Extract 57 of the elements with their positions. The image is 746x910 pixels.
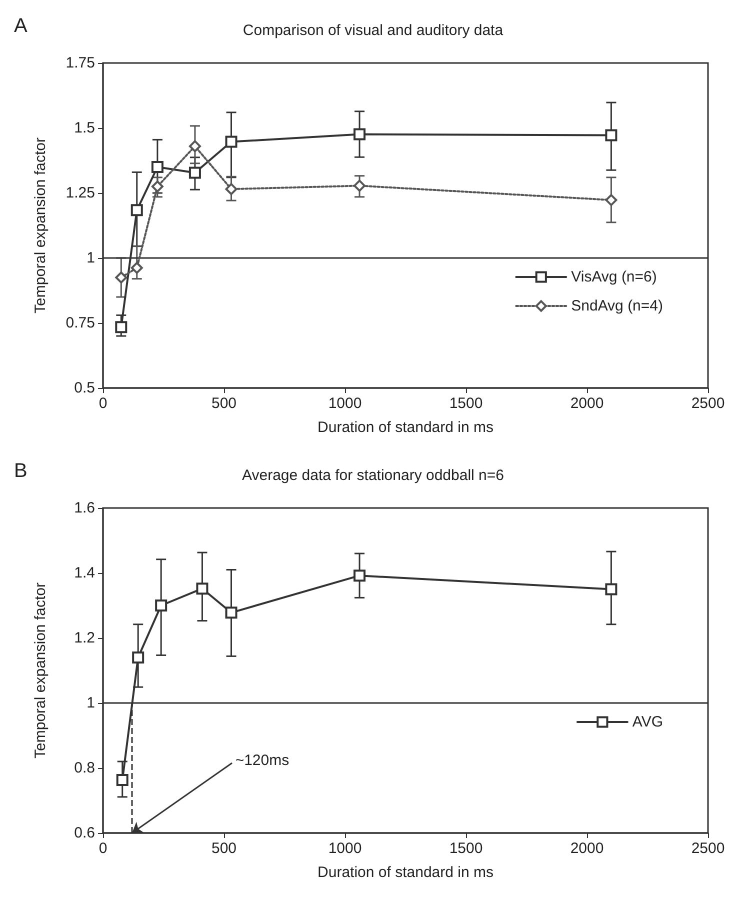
x-tick-label: 2500 <box>691 840 725 857</box>
x-tick-label: 2500 <box>691 395 725 412</box>
x-tick-label: 0 <box>98 840 108 857</box>
annotation: ~120ms <box>235 752 290 770</box>
legend-label: AVG <box>632 714 664 730</box>
point <box>155 600 168 612</box>
point <box>116 774 128 786</box>
point <box>130 204 143 216</box>
y-tick-label: 0.5 <box>74 380 95 396</box>
y-tick-label: 1.5 <box>74 120 95 136</box>
y-tick-label: 0.75 <box>66 314 95 332</box>
chart-title: Average data for stationary oddball n=6 <box>242 467 504 484</box>
y-axis-title: Temporal expansion factor <box>32 582 49 758</box>
y-tick-label: 1.6 <box>74 500 95 516</box>
x-tick-label: 500 <box>211 395 237 412</box>
x-tick-label: 500 <box>211 840 237 857</box>
point <box>225 136 238 148</box>
y-tick-label: 1 <box>86 694 95 712</box>
y-tick-label: 1 <box>86 250 95 266</box>
legend-label: SndAvg (n=4) <box>571 298 664 314</box>
point <box>196 582 208 595</box>
point <box>225 183 238 196</box>
point <box>354 180 366 192</box>
point <box>132 652 144 664</box>
point <box>188 140 201 152</box>
x-tick-label: 1000 <box>328 395 362 412</box>
x-tick-label: 1000 <box>328 840 362 857</box>
x-tick-label: 2000 <box>570 840 604 857</box>
point <box>115 321 128 334</box>
point <box>151 180 164 192</box>
legend-label: VisAvg (n=6) <box>571 268 657 286</box>
x-axis-title: Duration of standard in ms <box>318 864 494 881</box>
x-tick-label: 1500 <box>449 840 483 857</box>
y-axis-title: Temporal expansion factor <box>32 138 49 314</box>
y-tick-label: 1.2 <box>74 630 95 646</box>
x-tick-label: 1500 <box>449 395 483 412</box>
point <box>130 262 143 274</box>
point <box>225 606 238 619</box>
point <box>354 128 366 140</box>
point <box>354 570 366 582</box>
x-tick-label: 2000 <box>570 395 604 412</box>
point <box>151 161 164 173</box>
y-tick-label: 1.4 <box>74 564 95 582</box>
y-tick-label: 0.6 <box>74 824 95 842</box>
y-tick-label: 0.8 <box>74 760 95 776</box>
y-tick-label: 1.25 <box>66 184 95 202</box>
point <box>188 166 201 179</box>
chart-title: Comparison of visual and auditory data <box>242 22 504 39</box>
point <box>115 272 128 284</box>
text: B <box>14 460 28 482</box>
point <box>605 583 618 596</box>
point <box>605 129 618 142</box>
text: A <box>14 15 28 37</box>
y-tick-label: 1.75 <box>66 54 95 72</box>
point <box>605 194 618 206</box>
x-axis-title: Duration of standard in ms <box>318 419 494 436</box>
x-tick-label: 0 <box>98 395 108 412</box>
